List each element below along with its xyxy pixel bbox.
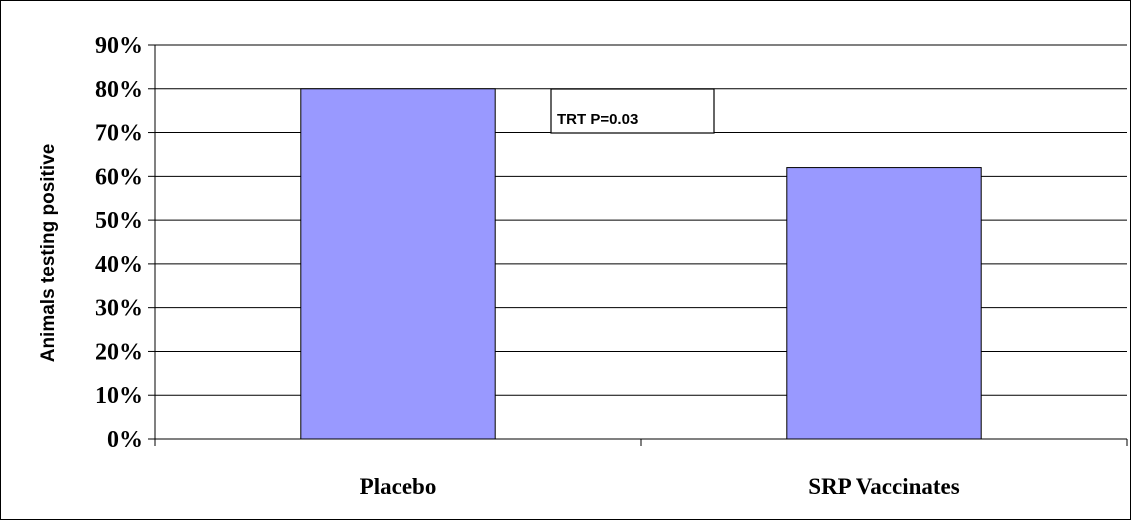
y-tick-label: 10% (95, 383, 143, 409)
y-tick-label: 50% (95, 208, 143, 234)
annotation-box: TRT P=0.03 (550, 88, 715, 134)
y-tick-label: 90% (95, 33, 143, 59)
y-tick-label: 70% (95, 121, 143, 147)
y-tick-label: 30% (95, 296, 143, 322)
annotation-frame (550, 88, 715, 134)
y-tick-labels: 0% 10% 20% 30% 40% 50% 60% 70% 80% 90% (95, 33, 155, 453)
x-category-label: SRP Vaccinates (808, 474, 959, 499)
y-tick-label: 0% (107, 427, 143, 453)
y-tick-label: 80% (95, 77, 143, 103)
x-category-labels: Placebo SRP Vaccinates (154, 439, 1128, 499)
annotation-text: TRT P=0.03 (557, 111, 638, 128)
bars (300, 88, 982, 440)
y-axis-title: Animals testing positive (38, 144, 59, 363)
y-tick-label: 60% (95, 164, 143, 190)
y-tick-label: 20% (95, 339, 143, 365)
x-category-label: Placebo (360, 474, 437, 499)
bar (300, 88, 496, 440)
y-tick-label: 40% (95, 252, 143, 278)
bar (786, 167, 982, 440)
